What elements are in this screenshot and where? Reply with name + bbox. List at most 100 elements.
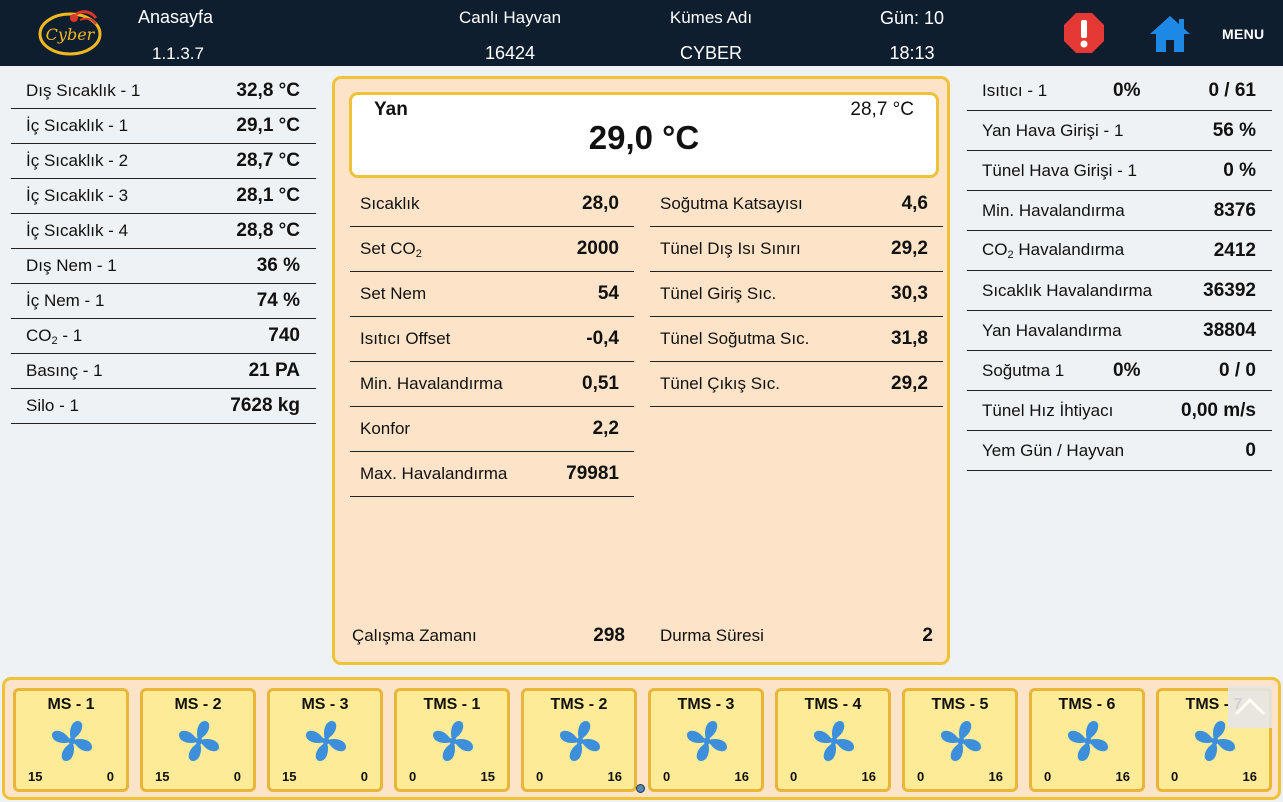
param-value: 2,2 — [592, 418, 619, 439]
params-left: Sıcaklık 28,0 Set CO2 2000 Set Nem 54 Isıtı… — [350, 182, 634, 497]
param-row[interactable]: Konfor 2,2 — [350, 407, 634, 452]
param-value: 2000 — [576, 238, 619, 259]
sensor-label: İç Nem - 1 — [26, 291, 105, 310]
fan-strip[interactable]: MS - 1 15 0 MS - 2 15 0 MS - 3 15 0 TMS … — [2, 677, 1281, 800]
param-label: Isıtıcı Offset — [360, 329, 451, 348]
cyber-logo[interactable]: Cyber — [36, 4, 104, 60]
param-row[interactable]: Tünel Çıkış Sıc. 29,2 — [650, 362, 943, 407]
menu-button[interactable]: MENU — [1222, 26, 1265, 42]
clock: 18:13 — [889, 43, 935, 63]
status-value: 0 / 0 — [1219, 359, 1256, 381]
sensor-row[interactable]: CO2 - 1 740 — [11, 319, 316, 354]
run-time-label: Çalışma Zamanı — [352, 626, 477, 645]
stop-time-stat: Durma Süresi 2 — [660, 625, 933, 647]
status-row[interactable]: Tünel Hava Girişi - 1 0 % — [967, 151, 1272, 191]
fan-card[interactable]: MS - 2 15 0 — [140, 688, 256, 792]
fan-right-value: 0 — [360, 769, 368, 784]
param-row[interactable]: Set Nem 54 — [350, 272, 634, 317]
param-row[interactable]: Tünel Dış Isı Sınırı 29,2 — [650, 227, 943, 272]
page-indicator-dot[interactable] — [636, 784, 645, 793]
fan-card[interactable]: MS - 1 15 0 — [13, 688, 129, 792]
param-row[interactable]: Tünel Soğutma Sıc. 31,8 — [650, 317, 943, 362]
fan-left-value: 0 — [536, 769, 544, 784]
param-row[interactable]: Soğutma Katsayısı 4,6 — [650, 182, 943, 227]
param-row[interactable]: Min. Havalandırma 0,51 — [350, 362, 634, 407]
coop-name-value: CYBER — [679, 43, 742, 63]
sensor-row[interactable]: İç Sıcaklık - 2 28,7 °C — [11, 144, 316, 179]
fan-icon — [814, 721, 854, 761]
sensor-row[interactable]: İç Sıcaklık - 1 29,1 °C — [11, 109, 316, 144]
param-label: Tünel Giriş Sıc. — [660, 284, 777, 303]
param-label: Max. Havalandırma — [360, 464, 508, 483]
logo-text: Cyber — [46, 25, 96, 44]
control-panel: Yan 28,7 °C 29,0 °C Sıcaklık 28,0 Set CO2… — [332, 76, 950, 665]
status-value: 8376 — [1213, 199, 1256, 221]
top-bar: Cyber Anasayfa 1.1.3.7 Canlı Hayvan 1642… — [0, 0, 1283, 66]
status-label: Isıtıcı - 1 — [982, 80, 1048, 100]
sensor-row[interactable]: İç Sıcaklık - 3 28,1 °C — [11, 179, 316, 214]
fan-name: TMS - 3 — [677, 696, 735, 713]
status-row[interactable]: Soğutma 1 0% 0 / 0 — [967, 351, 1272, 391]
status-row[interactable]: Min. Havalandırma 8376 — [967, 191, 1272, 231]
fan-card[interactable]: TMS - 4 0 16 — [775, 688, 891, 792]
fan-card[interactable]: TMS - 3 0 16 — [648, 688, 764, 792]
param-label: Set CO2 — [360, 238, 422, 260]
status-value: 0 % — [1223, 159, 1256, 181]
status-row[interactable]: Sıcaklık Havalandırma 36392 — [967, 271, 1272, 311]
alert-icon[interactable] — [1063, 12, 1105, 54]
status-row[interactable]: CO2 Havalandırma 2412 — [967, 231, 1272, 271]
fan-icon — [560, 721, 600, 761]
param-row[interactable]: Sıcaklık 28,0 — [350, 182, 634, 227]
status-row[interactable]: Isıtıcı - 1 0% 0 / 61 — [967, 71, 1272, 111]
scroll-up-button[interactable] — [1228, 686, 1272, 728]
fan-card[interactable]: TMS - 2 0 16 — [521, 688, 637, 792]
status-percent: 0% — [1113, 79, 1141, 101]
fan-left-value: 15 — [155, 769, 170, 784]
home-icon[interactable] — [1148, 14, 1192, 54]
sensor-value: 32,8 °C — [236, 80, 300, 101]
fan-left-value: 0 — [917, 769, 925, 784]
param-row[interactable]: Isıtıcı Offset -0,4 — [350, 317, 634, 362]
status-label: Yan Havalandırma — [982, 320, 1122, 340]
fan-card[interactable]: TMS - 1 0 15 — [394, 688, 510, 792]
sensor-row[interactable]: Dış Sıcaklık - 1 32,8 °C — [11, 74, 316, 109]
sensor-label: İç Sıcaklık - 1 — [26, 116, 129, 135]
param-label: Soğutma Katsayısı — [660, 194, 803, 213]
fan-card[interactable]: TMS - 6 0 16 — [1029, 688, 1145, 792]
status-value: 0 — [1245, 439, 1256, 461]
sensor-row[interactable]: İç Sıcaklık - 4 28,8 °C — [11, 214, 316, 249]
status-row[interactable]: Yem Gün / Hayvan 0 — [967, 431, 1272, 471]
param-value: 29,2 — [891, 238, 928, 259]
param-row[interactable]: Set CO2 2000 — [350, 227, 634, 272]
param-value: 4,6 — [901, 193, 928, 214]
fan-name: TMS - 5 — [931, 696, 989, 713]
sensor-row[interactable]: Silo - 1 7628 kg — [11, 389, 316, 424]
param-label: Set Nem — [360, 284, 427, 303]
fan-left-value: 0 — [790, 769, 798, 784]
fan-right-value: 0 — [233, 769, 241, 784]
fan-card[interactable]: MS - 3 15 0 — [267, 688, 383, 792]
sensor-label: Dış Nem - 1 — [26, 256, 117, 275]
status-label: Yan Hava Girişi - 1 — [982, 120, 1124, 140]
sensor-row[interactable]: Dış Nem - 1 36 % — [11, 249, 316, 284]
sensor-label: Basınç - 1 — [26, 361, 103, 380]
status-row[interactable]: Yan Hava Girişi - 1 56 % — [967, 111, 1272, 151]
param-value: 29,2 — [891, 373, 928, 394]
param-label: Tünel Çıkış Sıc. — [660, 374, 780, 393]
param-label: Tünel Dış Isı Sınırı — [660, 239, 801, 258]
status-row[interactable]: Tünel Hız İhtiyacı 0,00 m/s — [967, 391, 1272, 431]
sensor-label: CO2 - 1 — [26, 325, 83, 347]
fan-card[interactable]: TMS - 5 0 16 — [902, 688, 1018, 792]
day-counter: Gün: 10 — [879, 8, 945, 28]
sensor-value: 29,1 °C — [236, 115, 300, 136]
side-temperature-box[interactable]: Yan 28,7 °C 29,0 °C — [349, 92, 939, 178]
sensor-row[interactable]: İç Nem - 1 74 % — [11, 284, 316, 319]
fan-card[interactable]: TMS - 7 0 16 — [1156, 688, 1272, 792]
param-row[interactable]: Max. Havalandırma 79981 — [350, 452, 634, 497]
sensor-row[interactable]: Basınç - 1 21 PA — [11, 354, 316, 389]
sensor-value: 740 — [268, 325, 300, 346]
sensor-value: 28,7 °C — [236, 150, 300, 171]
status-row[interactable]: Yan Havalandırma 38804 — [967, 311, 1272, 351]
param-row[interactable]: Tünel Giriş Sıc. 30,3 — [650, 272, 943, 317]
status-list: Isıtıcı - 1 0% 0 / 61 Yan Hava Girişi - 1 5… — [967, 71, 1272, 471]
